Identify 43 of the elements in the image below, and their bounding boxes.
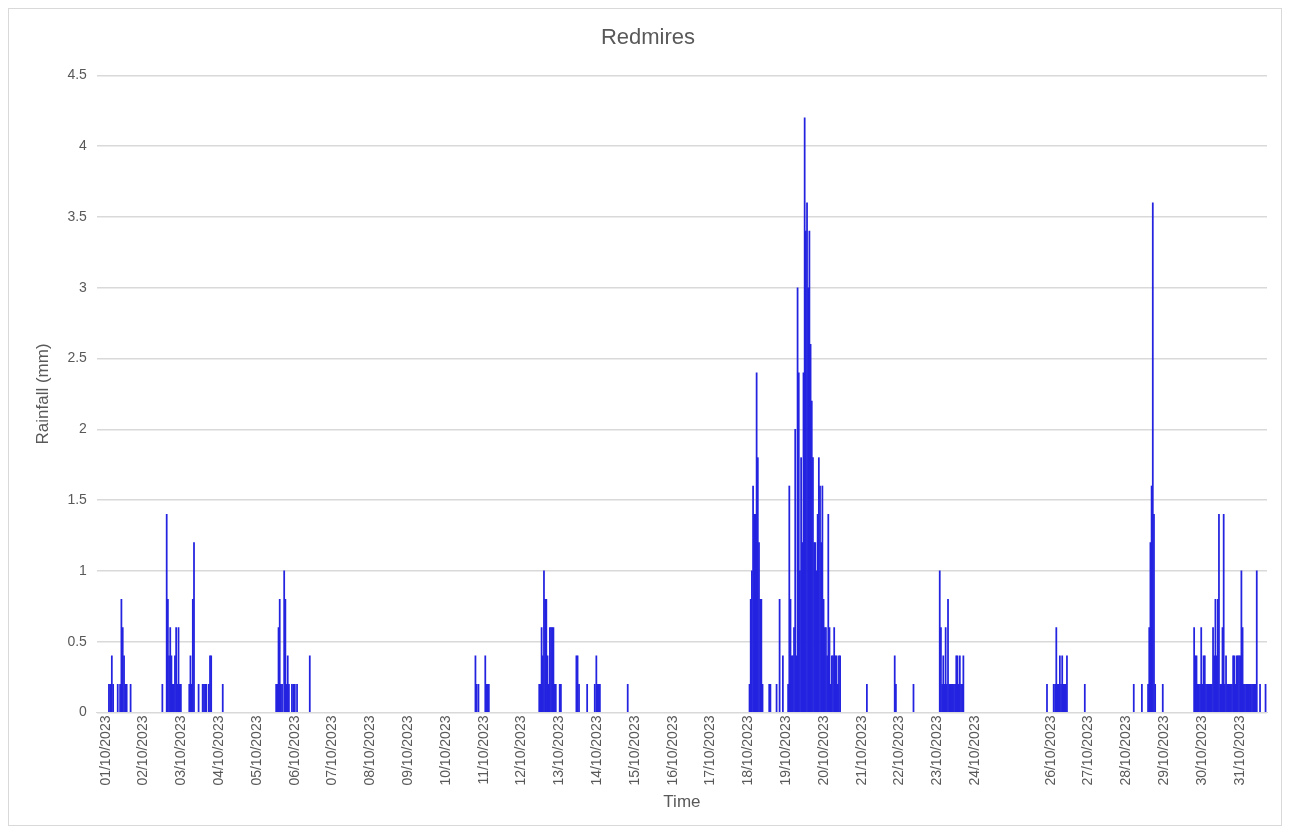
x-tick-label: 12/10/2023 <box>512 715 529 786</box>
x-tick-label: 29/10/2023 <box>1155 715 1172 786</box>
x-tick-label: 31/10/2023 <box>1230 715 1247 786</box>
y-tick-label: 2 <box>79 420 88 437</box>
x-tick-label: 07/10/2023 <box>323 715 340 786</box>
x-tick-label: 15/10/2023 <box>625 715 642 786</box>
x-tick-label: 22/10/2023 <box>890 715 907 786</box>
x-tick-label: 24/10/2023 <box>966 715 983 786</box>
x-tick-label: 01/10/2023 <box>96 715 113 786</box>
y-tick-label: 4.5 <box>67 66 88 83</box>
x-tick-label: 21/10/2023 <box>852 715 869 786</box>
chart-title: Redmires <box>600 24 696 50</box>
x-tick-label: 13/10/2023 <box>550 715 567 786</box>
x-tick-label: 26/10/2023 <box>1041 715 1058 786</box>
x-tick-label: 27/10/2023 <box>1079 715 1096 786</box>
x-tick-label: 23/10/2023 <box>928 715 945 786</box>
x-tick-label: 17/10/2023 <box>701 715 718 786</box>
y-tick-label: 3.5 <box>67 207 88 224</box>
x-tick-label: 06/10/2023 <box>285 715 302 786</box>
y-axis-title: Rainfall (mm) <box>32 343 52 445</box>
y-tick-label: 2.5 <box>67 349 88 366</box>
y-tick-label: 0.5 <box>67 632 88 649</box>
x-tick-label: 08/10/2023 <box>361 715 378 786</box>
x-tick-label: 28/10/2023 <box>1117 715 1134 786</box>
x-tick-label: 02/10/2023 <box>134 715 151 786</box>
x-tick-label: 14/10/2023 <box>587 715 604 786</box>
x-tick-label: 18/10/2023 <box>739 715 756 786</box>
x-tick-label: 19/10/2023 <box>777 715 794 786</box>
x-axis-title: Time <box>663 792 701 812</box>
y-tick-label: 3 <box>79 278 88 295</box>
y-tick-label: 1.5 <box>67 491 88 508</box>
y-tick-label: 0 <box>79 703 88 720</box>
y-tick-label: 4 <box>79 137 88 154</box>
x-tick-label: 16/10/2023 <box>663 715 680 786</box>
x-tick-label: 04/10/2023 <box>209 715 226 786</box>
x-tick-label: 03/10/2023 <box>172 715 189 786</box>
y-tick-label: 1 <box>79 561 88 578</box>
x-tick-label: 11/10/2023 <box>474 715 491 785</box>
x-tick-label: 30/10/2023 <box>1192 715 1209 786</box>
x-tick-label: 20/10/2023 <box>814 715 831 786</box>
x-tick-label: 10/10/2023 <box>436 715 453 786</box>
x-tick-label: 05/10/2023 <box>247 715 264 786</box>
x-tick-label: 09/10/2023 <box>398 715 415 786</box>
